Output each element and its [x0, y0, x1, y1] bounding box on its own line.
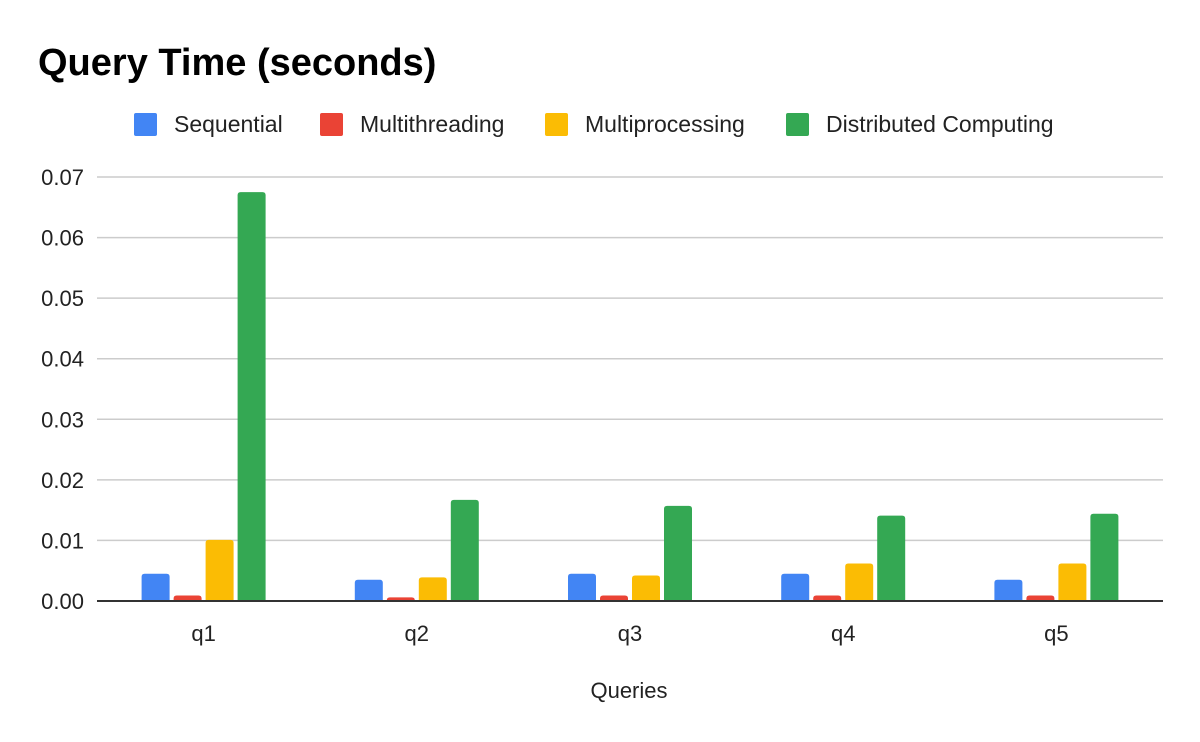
y-tick-label: 0.02: [41, 468, 84, 493]
bar-multiprocessing-q5: [1058, 563, 1087, 601]
legend-label: Multithreading: [360, 111, 504, 137]
x-tick-label: q1: [191, 621, 215, 646]
legend-swatch: [320, 113, 343, 136]
y-tick-label: 0.03: [41, 407, 84, 432]
x-axis-ticks: q1 q2 q3 q4 q5: [191, 621, 1068, 646]
x-tick-label: q2: [405, 621, 429, 646]
bar-sequential-q1: [141, 573, 170, 601]
legend-label: Distributed Computing: [826, 111, 1054, 137]
x-tick-label: q3: [618, 621, 642, 646]
bar-multiprocessing-q3: [632, 575, 660, 601]
legend-label: Sequential: [174, 111, 283, 137]
y-tick-label: 0.06: [41, 226, 84, 251]
bar-sequential-q4: [781, 573, 810, 601]
bar-distributed-computing-q5: [1090, 513, 1119, 601]
chart-title: Query Time (seconds): [38, 42, 436, 84]
legend-item: Distributed Computing: [786, 111, 1054, 137]
x-tick-label: q4: [831, 621, 855, 646]
bar-sequential-q3: [568, 573, 596, 601]
bars: [141, 192, 1119, 601]
bar-distributed-computing-q2: [450, 499, 479, 601]
bar-sequential-q5: [994, 579, 1023, 601]
bar-distributed-computing-q3: [664, 505, 692, 601]
y-tick-label: 0.01: [41, 528, 84, 553]
legend-label: Multiprocessing: [585, 111, 745, 137]
y-tick-label: 0.04: [41, 347, 84, 372]
bar-multithreading-q3: [600, 595, 628, 601]
legend: Sequential Multithreading Multiprocessing D…: [134, 111, 1054, 137]
y-tick-label: 0.07: [41, 165, 84, 190]
legend-item: Sequential: [134, 111, 283, 137]
y-tick-label: 0.05: [41, 286, 84, 311]
bar-multithreading-q5: [1026, 595, 1055, 601]
legend-swatch: [545, 113, 568, 136]
bar-distributed-computing-q1: [237, 192, 266, 601]
legend-item: Multithreading: [320, 111, 504, 137]
bar-distributed-computing-q4: [877, 515, 906, 601]
bar-multiprocessing-q1: [205, 539, 234, 601]
bar-multithreading-q1: [173, 595, 202, 601]
y-tick-label: 0.00: [41, 589, 84, 614]
bar-multiprocessing-q4: [845, 563, 874, 601]
legend-swatch: [134, 113, 157, 136]
bar-sequential-q2: [354, 579, 383, 601]
x-tick-label: q5: [1044, 621, 1068, 646]
bar-multithreading-q4: [813, 595, 842, 601]
y-axis-ticks: 0.00 0.01 0.02 0.03 0.04 0.05 0.06 0.07: [41, 165, 84, 614]
legend-swatch: [786, 113, 809, 136]
legend-item: Multiprocessing: [545, 111, 745, 137]
bar-multiprocessing-q2: [418, 577, 447, 601]
x-axis-label: Queries: [590, 678, 667, 703]
gridlines: [97, 176, 1163, 542]
